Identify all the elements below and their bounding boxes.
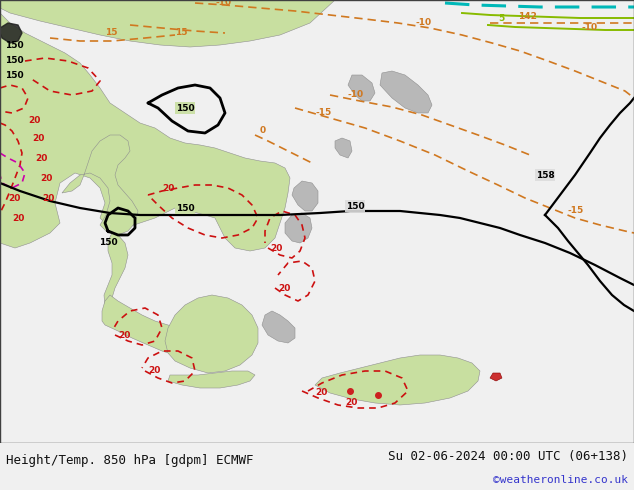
Text: 150: 150 [5,56,23,65]
Polygon shape [62,135,138,235]
Text: Height/Temp. 850 hPa [gdpm] ECMWF: Height/Temp. 850 hPa [gdpm] ECMWF [6,454,254,467]
Text: 150: 150 [5,71,23,80]
Text: 20: 20 [8,194,20,203]
Polygon shape [292,181,318,211]
Polygon shape [262,311,295,343]
Polygon shape [490,373,502,381]
Text: 150: 150 [346,201,365,211]
Text: 20: 20 [278,284,290,293]
Text: 20: 20 [270,244,282,253]
Polygon shape [102,295,195,355]
Text: 15: 15 [175,28,188,37]
Text: 0: 0 [260,126,266,135]
Polygon shape [315,355,480,405]
Polygon shape [0,0,290,251]
Text: 150: 150 [5,41,23,50]
Polygon shape [104,233,128,328]
Text: -15: -15 [315,108,331,117]
Text: 20: 20 [12,214,24,223]
Text: 20: 20 [315,388,327,397]
Polygon shape [165,295,258,373]
Text: -10: -10 [215,0,231,7]
Polygon shape [285,213,312,243]
Text: -15: -15 [568,206,585,215]
Text: 20: 20 [42,194,55,203]
Text: 15: 15 [105,28,117,37]
Text: 20: 20 [345,398,358,407]
Polygon shape [335,138,352,158]
Polygon shape [380,71,432,113]
Text: 150: 150 [176,203,194,213]
Polygon shape [168,371,255,388]
Text: 20: 20 [118,331,131,340]
Text: 20: 20 [35,154,48,163]
Text: -10: -10 [348,90,364,99]
Polygon shape [348,75,375,101]
Text: 20: 20 [148,366,160,375]
Text: Su 02-06-2024 00:00 UTC (06+138): Su 02-06-2024 00:00 UTC (06+138) [387,450,628,463]
Text: 5: 5 [498,14,504,23]
Text: 20: 20 [28,116,41,125]
Text: ©weatheronline.co.uk: ©weatheronline.co.uk [493,475,628,485]
Text: 150: 150 [176,103,194,113]
Text: -10: -10 [415,18,431,27]
Text: 20: 20 [40,174,53,183]
Polygon shape [0,0,335,47]
Text: -10: -10 [582,23,598,32]
Text: 20: 20 [32,134,44,143]
Text: 158: 158 [536,171,554,179]
Text: 142: 142 [518,12,537,21]
Text: 150: 150 [99,238,117,247]
Polygon shape [0,23,22,43]
Text: 20: 20 [162,184,174,193]
